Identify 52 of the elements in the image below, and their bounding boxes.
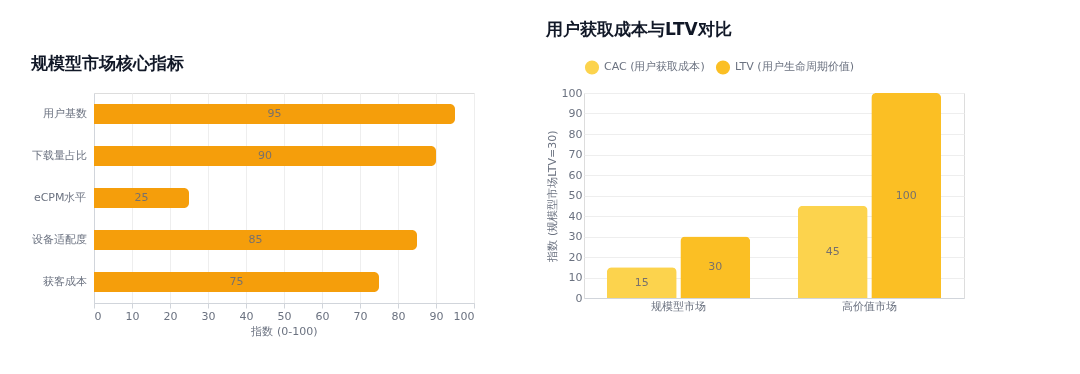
y-tick-label: 70 bbox=[568, 148, 583, 161]
x-tick-label: 30 bbox=[201, 309, 216, 323]
legend-label: LTV (用户生命周期价值) bbox=[735, 60, 854, 74]
y-tick-label: 50 bbox=[568, 189, 583, 202]
y-tick-label: 用户基数 bbox=[42, 107, 87, 120]
y-tick-label: 80 bbox=[568, 127, 583, 141]
x-tick-label: 0 bbox=[94, 309, 102, 323]
x-tick-label: 80 bbox=[391, 309, 406, 323]
y-tick-label: 60 bbox=[568, 168, 583, 182]
x-tick-label: 20 bbox=[163, 309, 178, 323]
data-label: 95 bbox=[267, 107, 282, 120]
y-tick-label: 获客成本 bbox=[42, 275, 87, 288]
y-tick-label: 10 bbox=[568, 271, 583, 284]
y-tick-label: eCPM水平 bbox=[33, 191, 87, 204]
data-label: 90 bbox=[258, 149, 272, 162]
chart-title: 用户获取成本与LTV对比 bbox=[545, 19, 732, 39]
bar bbox=[94, 272, 379, 292]
y-tick-label: 设备适配度 bbox=[31, 233, 87, 246]
bar bbox=[680, 236, 751, 298]
legend-label: CAC (用户获取成本) bbox=[604, 60, 705, 74]
x-tick-label: 50 bbox=[277, 309, 292, 323]
data-label: 75 bbox=[229, 275, 244, 288]
x-axis-title: 指数 (0-100) bbox=[250, 324, 318, 338]
x-tick-label: 40 bbox=[239, 309, 254, 323]
bar bbox=[797, 205, 868, 298]
chart-title: 规模型市场核心指标 bbox=[30, 53, 184, 73]
data-label: 100 bbox=[895, 188, 917, 202]
bar bbox=[94, 104, 455, 124]
bar bbox=[94, 188, 189, 208]
data-label: 30 bbox=[708, 260, 723, 274]
x-tick-label: 高价值市场 bbox=[841, 299, 897, 313]
y-tick-label: 90 bbox=[568, 107, 583, 120]
y-tick-label: 100 bbox=[561, 86, 583, 100]
data-label: 25 bbox=[134, 191, 149, 204]
y-tick-label: 20 bbox=[568, 250, 583, 264]
data-label: 45 bbox=[825, 244, 840, 258]
bar bbox=[94, 146, 436, 166]
bar bbox=[94, 230, 417, 250]
bar bbox=[606, 267, 677, 298]
x-tick-label: 60 bbox=[315, 309, 330, 323]
y-tick-label: 下载量占比 bbox=[31, 149, 87, 162]
y-tick-label: 40 bbox=[568, 209, 583, 223]
y-tick-label: 30 bbox=[568, 230, 583, 243]
bar bbox=[871, 93, 942, 298]
x-tick-label: 70 bbox=[353, 309, 368, 323]
x-tick-label: 90 bbox=[429, 309, 444, 323]
x-tick-label: 100 bbox=[453, 309, 475, 323]
data-label: 15 bbox=[634, 275, 649, 289]
y-axis-title: 指数 (规模型市场LTV=30) bbox=[545, 130, 559, 263]
x-tick-label: 规模型市场 bbox=[651, 299, 707, 313]
x-tick-label: 10 bbox=[125, 309, 140, 323]
data-label: 85 bbox=[248, 233, 263, 246]
